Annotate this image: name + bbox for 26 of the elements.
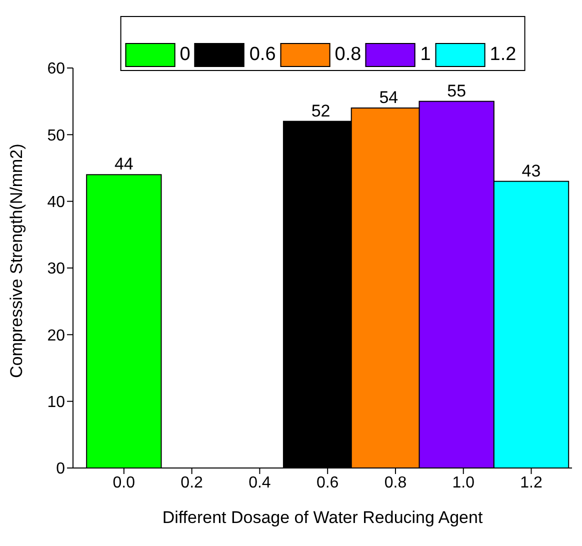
x-tick-label: 0.4 bbox=[248, 474, 271, 492]
y-tick-label: 20 bbox=[47, 327, 66, 344]
x-tick-label: 0.8 bbox=[384, 474, 407, 492]
y-tick-label: 50 bbox=[47, 127, 66, 144]
data-label: 54 bbox=[379, 88, 398, 107]
legend-label: 1.2 bbox=[490, 44, 516, 66]
x-tick-label: 0.6 bbox=[316, 474, 339, 492]
legend-label: 1 bbox=[420, 44, 431, 66]
y-tick-label: 10 bbox=[47, 394, 66, 412]
legend-label: 0 bbox=[180, 44, 190, 66]
x-axis-title: Different Dosage of Water Reducing Agent bbox=[162, 508, 483, 527]
legend-label: 0.6 bbox=[249, 44, 276, 66]
legend-label: 0.8 bbox=[334, 44, 362, 66]
x-tick-label: 1.2 bbox=[520, 474, 542, 492]
data-label: 43 bbox=[522, 161, 541, 180]
x-tick-label: 0.2 bbox=[180, 474, 204, 492]
y-tick-label: 0 bbox=[56, 460, 66, 478]
y-tick-label: 30 bbox=[47, 260, 66, 278]
y-tick-label: 40 bbox=[47, 194, 66, 212]
data-label: 44 bbox=[114, 154, 134, 174]
y-axis-title: Compressive Strength(N/mm2) bbox=[7, 144, 26, 378]
data-label: 52 bbox=[311, 101, 330, 120]
data-label: 55 bbox=[447, 81, 466, 100]
x-tick-label: 1.0 bbox=[452, 474, 475, 492]
y-tick-label: 60 bbox=[47, 60, 66, 78]
x-tick-label: 0.0 bbox=[112, 474, 136, 492]
